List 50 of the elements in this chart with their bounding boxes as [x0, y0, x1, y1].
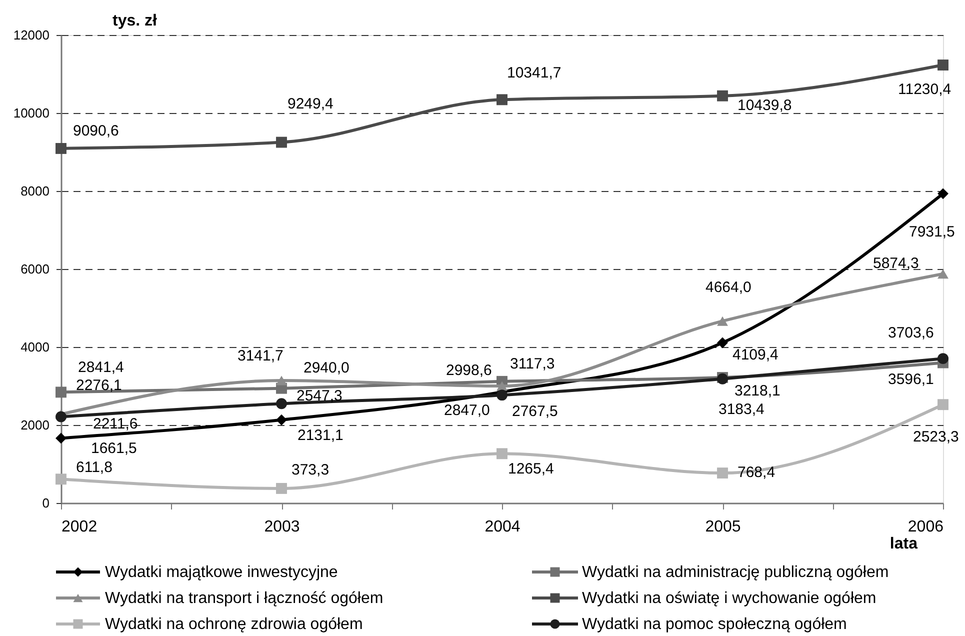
y-tick-label: 0 [42, 496, 50, 510]
y-tick-label: 2000 [20, 418, 50, 432]
data-label: 9249,4 [288, 95, 334, 112]
data-label: 2841,4 [78, 359, 124, 376]
x-tick-label: 2002 [62, 518, 98, 536]
data-label: 768,4 [738, 464, 776, 482]
data-label: 2998,6 [446, 362, 492, 380]
x-tick-label: 2003 [264, 518, 300, 536]
data-label: 10439,8 [738, 96, 792, 114]
data-label: 373,3 [292, 461, 330, 478]
data-label: 3218,1 [734, 382, 780, 400]
data-label: 4109,4 [732, 346, 778, 364]
data-label: 3596,1 [888, 370, 934, 388]
data-label: 2211,6 [93, 416, 138, 433]
y-tick-label: 10000 [13, 106, 50, 120]
data-label: 7931,5 [909, 224, 955, 241]
x-tick-label: 2006 [908, 518, 944, 536]
data-label: 3141,7 [238, 347, 284, 364]
legend-label: Wydatki na transport i łączność ogółem [105, 590, 384, 607]
data-label: 10341,7 [507, 64, 562, 82]
x-axis-title: lata [890, 536, 918, 552]
x-tick-label: 2005 [705, 518, 741, 536]
data-label: 2847,0 [444, 402, 490, 419]
x-tick-label: 2004 [484, 518, 520, 536]
data-label: 611,8 [76, 459, 112, 476]
data-label: 2547,3 [296, 388, 342, 405]
data-label: 2523,3 [913, 428, 959, 446]
legend-label: Wydatki na administrację publiczną ogółem [582, 564, 889, 581]
y-axis-title: tys. zł [112, 12, 158, 30]
data-label: 3117,3 [510, 355, 555, 372]
data-label: 1661,5 [91, 440, 137, 458]
legend-label: Wydatki majątkowe inwestycyjne [105, 564, 338, 581]
data-label: 2940,0 [304, 359, 350, 376]
legend-label: Wydatki na ochronę zdrowia ogółem [105, 616, 363, 633]
data-label: 2131,1 [298, 426, 344, 444]
y-tick-label: 12000 [13, 28, 50, 42]
data-label: 5874,3 [873, 254, 919, 272]
legend-label: Wydatki na oświatę i wychowanie ogółem [582, 590, 876, 607]
y-tick-label: 4000 [20, 340, 50, 354]
y-tick-label: 8000 [20, 184, 50, 198]
data-label: 3183,4 [718, 400, 764, 418]
data-label: 1265,4 [508, 460, 554, 478]
data-label: 3703,6 [888, 324, 934, 342]
legend-label: Wydatki na pomoc społeczną ogółem [582, 616, 847, 633]
data-label: 4664,0 [706, 279, 752, 296]
data-label: 11230,4 [898, 81, 952, 98]
data-label: 2276,1 [76, 377, 122, 394]
y-tick-label: 6000 [20, 262, 50, 276]
data-label: 9090,6 [73, 122, 119, 140]
data-label: 2767,5 [512, 403, 558, 420]
